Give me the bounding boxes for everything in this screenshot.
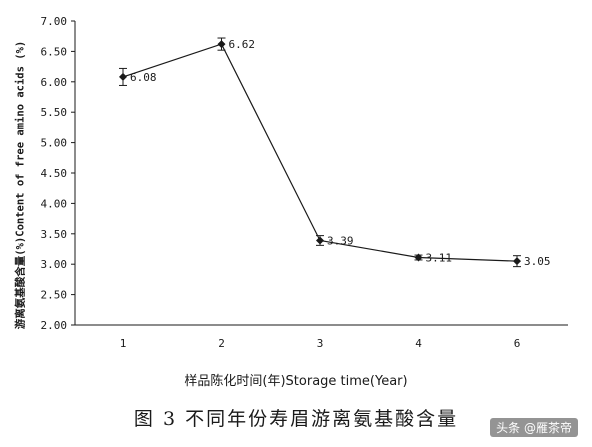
y-axis-label: 游离氨基酸含量(%)Content of free amino acids (%… (14, 40, 27, 330)
y-tick-label: 2.50 (41, 289, 68, 302)
data-label: 3.39 (327, 234, 354, 247)
y-tick-label: 5.00 (41, 137, 68, 150)
data-label: 3.11 (426, 252, 453, 265)
data-point (316, 236, 324, 245)
series (119, 37, 521, 268)
figure-caption: 图 3 不同年份寿眉游离氨基酸含量 (133, 408, 459, 430)
data-label: 6.08 (130, 71, 157, 84)
data-point (217, 40, 226, 49)
y-tick-label: 4.00 (41, 197, 68, 210)
data-point (119, 72, 127, 81)
data-label: 6.62 (229, 38, 256, 51)
y-tick-label: 6.00 (41, 76, 68, 89)
y-tick-label: 4.50 (41, 167, 68, 180)
y-tick-label: 3.50 (41, 228, 68, 241)
data-point (513, 257, 521, 266)
x-tick-label: 1 (120, 337, 127, 350)
x-axis-label: 样品陈化时间(年)Storage time(Year) (184, 374, 408, 389)
y-tick-label: 5.50 (41, 106, 68, 119)
data-point (414, 253, 423, 262)
y-tick-label: 2.00 (41, 319, 68, 332)
y-tick-label: 3.00 (41, 258, 68, 271)
x-tick-label: 6 (514, 337, 521, 350)
x-tick-label: 4 (415, 337, 422, 350)
chart-plot: 2.00 2.50 3.00 3.50 4.00 4.50 5.00 5.50 6.00 6.50… (41, 15, 568, 350)
series-line (122, 43, 518, 262)
y-tick-label: 6.50 (41, 45, 68, 58)
x-tick-label: 3 (317, 337, 324, 350)
x-axis-ticks: 1 2 3 4 6 (120, 337, 521, 350)
data-label: 3.05 (524, 255, 551, 268)
x-tick-label: 2 (218, 337, 225, 350)
data-labels: 6.08 6.62 3.39 3.11 3.05 (130, 38, 551, 268)
watermark: 头条 @雁茶帝 (490, 418, 578, 437)
axes (74, 21, 568, 326)
y-tick-label: 7.00 (41, 15, 68, 28)
y-axis-ticks: 2.00 2.50 3.00 3.50 4.00 4.50 5.00 5.50 6.00 6.50… (41, 15, 75, 332)
